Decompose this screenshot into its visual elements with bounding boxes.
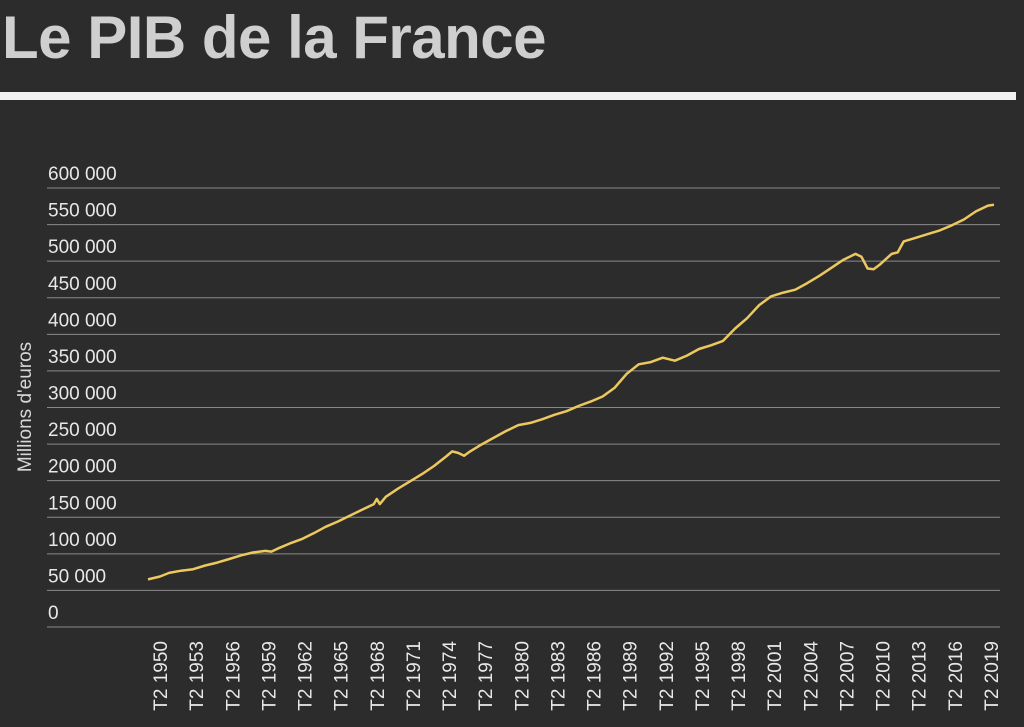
x-tick-label: T2 1983 [548, 641, 569, 711]
series-line [147, 203, 995, 581]
x-tick-label: T2 2019 [982, 641, 1003, 711]
x-tick-label: T2 1995 [693, 641, 714, 711]
x-tick-label: T2 1998 [729, 641, 750, 711]
x-tick-label: T2 1950 [151, 641, 172, 711]
y-tick-label: 350 000 [48, 347, 117, 368]
y-tick-label: 200 000 [48, 457, 117, 478]
series-group [147, 203, 995, 581]
x-tick-label: T2 1959 [259, 641, 280, 711]
x-tick-label: T2 1965 [332, 641, 353, 711]
y-tick-label: 450 000 [48, 274, 117, 295]
y-tick-label: 550 000 [48, 201, 117, 222]
x-tick-label: T2 1977 [476, 641, 497, 711]
grid-lines [47, 187, 1000, 628]
x-tick-label: T2 2001 [765, 641, 786, 711]
x-tick-label: T2 1980 [512, 641, 533, 711]
x-tick-label: T2 1968 [368, 641, 389, 711]
x-tick-label: T2 1962 [296, 641, 317, 711]
x-tick-label: T2 2004 [801, 641, 822, 711]
y-tick-label: 400 000 [48, 310, 117, 331]
x-tick-label: T2 1956 [223, 641, 244, 711]
y-tick-label: 300 000 [48, 384, 117, 405]
chart-title: Le PIB de la France [2, 4, 547, 71]
x-tick-label: T2 2013 [910, 641, 931, 711]
x-tick-label: T2 2016 [946, 641, 967, 711]
y-axis-label: Millions d'euros [15, 342, 36, 472]
y-tick-label: 250 000 [48, 420, 117, 441]
y-tick-label: 50 000 [48, 566, 106, 587]
x-tick-label: T2 1989 [621, 641, 642, 711]
x-tick-label: T2 1992 [657, 641, 678, 711]
x-tick-label: T2 2010 [874, 641, 895, 711]
x-tick-label: T2 1974 [440, 641, 461, 711]
x-tick-label: T2 1971 [404, 641, 425, 711]
x-axis-ticks: T2 1950 T2 1953 T2 1956 T2 1959 T2 1962 T2 19… [151, 641, 1003, 711]
y-tick-label: 600 000 [48, 164, 117, 185]
title-divider [0, 92, 1016, 100]
x-tick-label: T2 1953 [187, 641, 208, 711]
y-tick-label: 150 000 [48, 493, 117, 514]
y-tick-label: 0 [48, 603, 59, 624]
x-tick-label: T2 1986 [585, 641, 606, 711]
y-tick-label: 500 000 [48, 237, 117, 258]
y-axis-ticks: 0 50 000 100 000 150 000 200 000 250 000 300 0… [48, 164, 117, 624]
y-tick-label: 100 000 [48, 530, 117, 551]
x-tick-label: T2 2007 [837, 641, 858, 711]
